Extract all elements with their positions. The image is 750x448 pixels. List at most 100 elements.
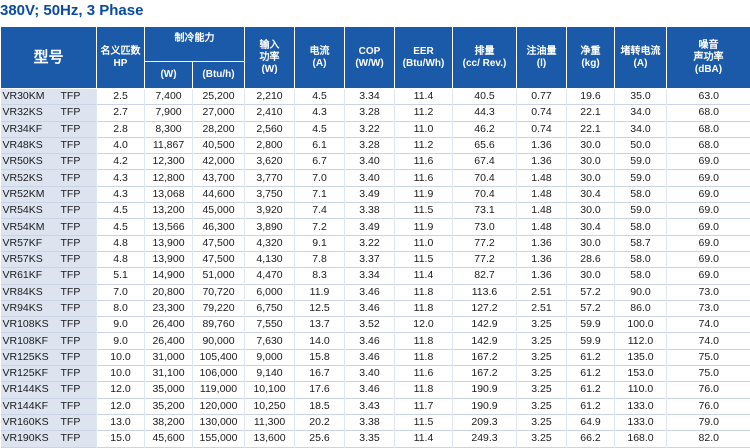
cell-noise: 73.0 xyxy=(667,300,750,316)
model-code: VR125KF xyxy=(3,366,61,381)
cell-locked-rotor-current: 59.0 xyxy=(615,203,667,219)
cell-input-power: 3,890 xyxy=(245,219,295,235)
cell-cop: 3.28 xyxy=(345,105,395,121)
cell-eer: 11.4 xyxy=(395,89,453,105)
cell-cooling-w: 35,000 xyxy=(145,382,193,398)
cell-oil-charge: 3.25 xyxy=(517,398,567,414)
cell-locked-rotor-current: 168.0 xyxy=(615,431,667,447)
cell-oil-charge: 1.36 xyxy=(517,154,567,170)
cell-oil-charge: 1.36 xyxy=(517,268,567,284)
cell-hp: 15.0 xyxy=(97,431,145,447)
cell-cop: 3.46 xyxy=(345,300,395,316)
cell-eer: 11.6 xyxy=(395,366,453,382)
cell-input-power: 6,000 xyxy=(245,284,295,300)
model-code: VR52KM xyxy=(3,187,61,202)
cell-cop: 3.40 xyxy=(345,170,395,186)
cell-hp: 4.3 xyxy=(97,186,145,202)
cell-cop: 3.52 xyxy=(345,317,395,333)
cell-oil-charge: 3.25 xyxy=(517,431,567,447)
cell-locked-rotor-current: 58.0 xyxy=(615,219,667,235)
model-code: VR30KM xyxy=(3,89,61,104)
cell-input-power: 4,320 xyxy=(245,235,295,251)
cell-oil-charge: 1.48 xyxy=(517,203,567,219)
cell-net-weight: 57.2 xyxy=(567,300,615,316)
cell-input-power: 10,250 xyxy=(245,398,295,414)
cell-eer: 11.4 xyxy=(395,268,453,284)
cell-noise: 74.0 xyxy=(667,333,750,349)
cell-locked-rotor-current: 34.0 xyxy=(615,105,667,121)
cell-locked-rotor-current: 58.0 xyxy=(615,186,667,202)
cell-noise: 68.0 xyxy=(667,121,750,137)
cell-displacement: 77.2 xyxy=(453,235,517,251)
header-noise: 噪音声功率(dBA) xyxy=(667,27,750,89)
cell-displacement: 70.4 xyxy=(453,186,517,202)
cell-current: 13.7 xyxy=(295,317,345,333)
cell-locked-rotor-current: 112.0 xyxy=(615,333,667,349)
cell-input-power: 7,630 xyxy=(245,333,295,349)
cell-cooling-btu: 155,000 xyxy=(193,431,245,447)
cell-hp: 4.8 xyxy=(97,235,145,251)
model-suffix: TFP xyxy=(61,399,81,414)
cell-oil-charge: 0.77 xyxy=(517,89,567,105)
cell-locked-rotor-current: 153.0 xyxy=(615,366,667,382)
cell-cooling-btu: 45,000 xyxy=(193,203,245,219)
cell-hp: 4.0 xyxy=(97,137,145,153)
cell-net-weight: 66.2 xyxy=(567,431,615,447)
cell-cooling-btu: 25,200 xyxy=(193,89,245,105)
model-suffix: TFP xyxy=(61,382,81,397)
cell-locked-rotor-current: 100.0 xyxy=(615,317,667,333)
cell-noise: 69.0 xyxy=(667,268,750,284)
cell-hp: 9.0 xyxy=(97,333,145,349)
cell-displacement: 142.9 xyxy=(453,333,517,349)
header-displacement: 排量(cc/ Rev.) xyxy=(453,27,517,89)
cell-eer: 11.8 xyxy=(395,284,453,300)
cell-current: 6.7 xyxy=(295,154,345,170)
cell-eer: 11.2 xyxy=(395,137,453,153)
cell-eer: 11.5 xyxy=(395,251,453,267)
cell-eer: 11.8 xyxy=(395,382,453,398)
model-code: VR54KM xyxy=(3,220,61,235)
cell-cop: 3.40 xyxy=(345,154,395,170)
cell-oil-charge: 3.25 xyxy=(517,333,567,349)
cell-cooling-w: 7,900 xyxy=(145,105,193,121)
cell-cop: 3.46 xyxy=(345,284,395,300)
cell-cop: 3.46 xyxy=(345,349,395,365)
cell-cop: 3.46 xyxy=(345,382,395,398)
cell-cop: 3.28 xyxy=(345,137,395,153)
cell-noise: 76.0 xyxy=(667,398,750,414)
cell-current: 6.1 xyxy=(295,137,345,153)
cell-current: 7.1 xyxy=(295,186,345,202)
cell-cooling-btu: 79,220 xyxy=(193,300,245,316)
cell-oil-charge: 1.48 xyxy=(517,186,567,202)
cell-cooling-btu: 70,720 xyxy=(193,284,245,300)
cell-locked-rotor-current: 59.0 xyxy=(615,154,667,170)
cell-input-power: 3,750 xyxy=(245,186,295,202)
cell-oil-charge: 1.36 xyxy=(517,235,567,251)
model-code: VR108KF xyxy=(3,334,61,349)
cell-displacement: 73.0 xyxy=(453,219,517,235)
cell-hp: 4.3 xyxy=(97,170,145,186)
cell-cooling-btu: 90,000 xyxy=(193,333,245,349)
cell-hp: 4.8 xyxy=(97,251,145,267)
header-cooling-w: (W) xyxy=(145,62,193,89)
cell-current: 8.3 xyxy=(295,268,345,284)
cell-input-power: 2,410 xyxy=(245,105,295,121)
cell-current: 7.2 xyxy=(295,219,345,235)
cell-noise: 82.0 xyxy=(667,431,750,447)
model-code: VR108KS xyxy=(3,317,61,332)
model-suffix: TFP xyxy=(61,122,81,137)
cell-cooling-btu: 46,300 xyxy=(193,219,245,235)
cell-displacement: 113.6 xyxy=(453,284,517,300)
